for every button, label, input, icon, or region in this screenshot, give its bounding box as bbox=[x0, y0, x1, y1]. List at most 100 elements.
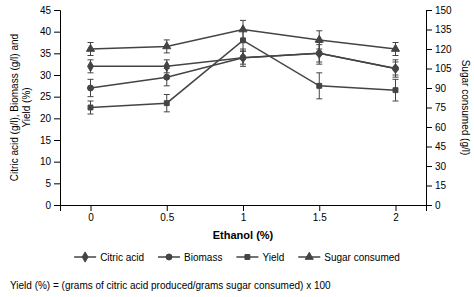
tick-mark bbox=[426, 88, 432, 89]
tick-mark bbox=[396, 205, 397, 211]
series bbox=[88, 30, 399, 115]
tick-mark bbox=[319, 205, 320, 211]
tick-label: 45 bbox=[435, 141, 447, 152]
tick: 0 bbox=[426, 200, 441, 211]
tick-mark bbox=[54, 32, 60, 33]
tick-mark bbox=[54, 10, 60, 11]
tick-label: 90 bbox=[435, 83, 447, 94]
marker bbox=[316, 50, 322, 56]
marker bbox=[88, 61, 94, 71]
chart: 00.511.520510152025303540450153045607590… bbox=[0, 0, 474, 297]
tick: 45 bbox=[40, 5, 60, 16]
error-bar bbox=[88, 60, 94, 73]
tick-label: 0 bbox=[435, 200, 441, 211]
tick-label: 0 bbox=[45, 200, 51, 211]
tick: 10 bbox=[40, 156, 60, 167]
legend-item: Yield bbox=[236, 252, 284, 263]
marker bbox=[315, 35, 323, 42]
tick-mark bbox=[426, 127, 432, 128]
error-bar bbox=[88, 101, 94, 114]
tick-label: 15 bbox=[435, 180, 447, 191]
tick-label: 45 bbox=[40, 5, 52, 16]
legend-label: Biomass bbox=[184, 252, 222, 263]
tick-label: 25 bbox=[40, 91, 52, 102]
marker bbox=[164, 101, 169, 106]
marker bbox=[393, 66, 399, 72]
error-bar bbox=[88, 79, 94, 96]
tick: 20 bbox=[40, 113, 60, 124]
y-axis-title: Citric acid (g/l), Biomass (g/l) andYiel… bbox=[9, 34, 32, 181]
error-bar bbox=[393, 60, 399, 77]
tick-mark bbox=[426, 30, 432, 31]
marker bbox=[393, 88, 398, 93]
error-bar bbox=[240, 51, 246, 64]
tick: 150 bbox=[426, 5, 452, 16]
tick-mark bbox=[54, 97, 60, 98]
tick-mark bbox=[426, 205, 432, 206]
y-axis: 051015202530354045 bbox=[40, 5, 61, 211]
tick-mark bbox=[54, 53, 60, 54]
x-axis: 0 0.5 1 1.5 2 bbox=[61, 205, 427, 223]
tick-mark bbox=[54, 205, 60, 206]
line bbox=[91, 53, 396, 88]
marker bbox=[88, 105, 93, 110]
tick-label: 75 bbox=[435, 102, 447, 113]
tick-mark bbox=[426, 186, 432, 187]
marker bbox=[163, 42, 171, 49]
tick-label: 120 bbox=[435, 44, 452, 55]
tick: 1.5 bbox=[313, 205, 327, 223]
tick-mark bbox=[426, 69, 432, 70]
tick-label: 0.5 bbox=[160, 212, 174, 223]
tick-label: 5 bbox=[45, 178, 51, 189]
tick-label: 1.5 bbox=[313, 212, 327, 223]
legend-label: Yield bbox=[262, 252, 284, 263]
marker bbox=[391, 44, 399, 51]
tick-label: 30 bbox=[40, 70, 52, 81]
tick-label: 10 bbox=[40, 156, 52, 167]
tick-label: 30 bbox=[435, 161, 447, 172]
legend-marker bbox=[166, 254, 172, 260]
tick-label: 105 bbox=[435, 63, 452, 74]
tick-label: 135 bbox=[435, 24, 452, 35]
tick: 1 bbox=[241, 205, 247, 223]
tick: 30 bbox=[40, 70, 60, 81]
tick-label: 15 bbox=[40, 135, 52, 146]
tick: 135 bbox=[426, 24, 452, 35]
tick: 45 bbox=[426, 141, 447, 152]
tick-mark bbox=[426, 108, 432, 109]
legend-item: Sugar consumed bbox=[298, 252, 400, 263]
legend: Citric acid Biomass Yield Sugar consumed bbox=[74, 252, 400, 263]
tick: 15 bbox=[40, 135, 60, 146]
tick-mark bbox=[167, 205, 168, 211]
tick-label: 60 bbox=[435, 122, 447, 133]
legend-item: Citric acid bbox=[74, 252, 144, 263]
marker bbox=[317, 83, 322, 88]
legend-item: Biomass bbox=[158, 252, 222, 263]
tick-mark bbox=[426, 10, 432, 11]
tick-mark bbox=[426, 166, 432, 167]
tick: 2 bbox=[393, 205, 399, 223]
tick-label: 20 bbox=[40, 113, 52, 124]
tick: 120 bbox=[426, 44, 452, 55]
y2-axis: 0 15 30 45 60 75 90 105 120 135 150 bbox=[426, 5, 452, 211]
marker bbox=[164, 74, 170, 80]
tick: 0 bbox=[88, 205, 94, 223]
tick-mark bbox=[91, 205, 92, 211]
marker bbox=[239, 25, 247, 32]
tick: 60 bbox=[426, 122, 447, 133]
caption: Yield (%) = (grams of citric acid produc… bbox=[10, 280, 331, 291]
legend-label: Citric acid bbox=[100, 252, 144, 263]
tick-label: 0 bbox=[88, 212, 94, 223]
tick: 30 bbox=[426, 161, 447, 172]
tick: 35 bbox=[40, 48, 60, 59]
tick-mark bbox=[54, 75, 60, 76]
axis-line bbox=[54, 11, 61, 206]
marker bbox=[88, 85, 94, 91]
error-bar bbox=[393, 79, 399, 101]
tick-label: 2 bbox=[393, 212, 399, 223]
tick: 15 bbox=[426, 180, 447, 191]
plot-area bbox=[86, 20, 399, 114]
legend-label: Sugar consumed bbox=[324, 252, 400, 263]
axis-line bbox=[61, 206, 427, 212]
tick-mark bbox=[426, 49, 432, 50]
